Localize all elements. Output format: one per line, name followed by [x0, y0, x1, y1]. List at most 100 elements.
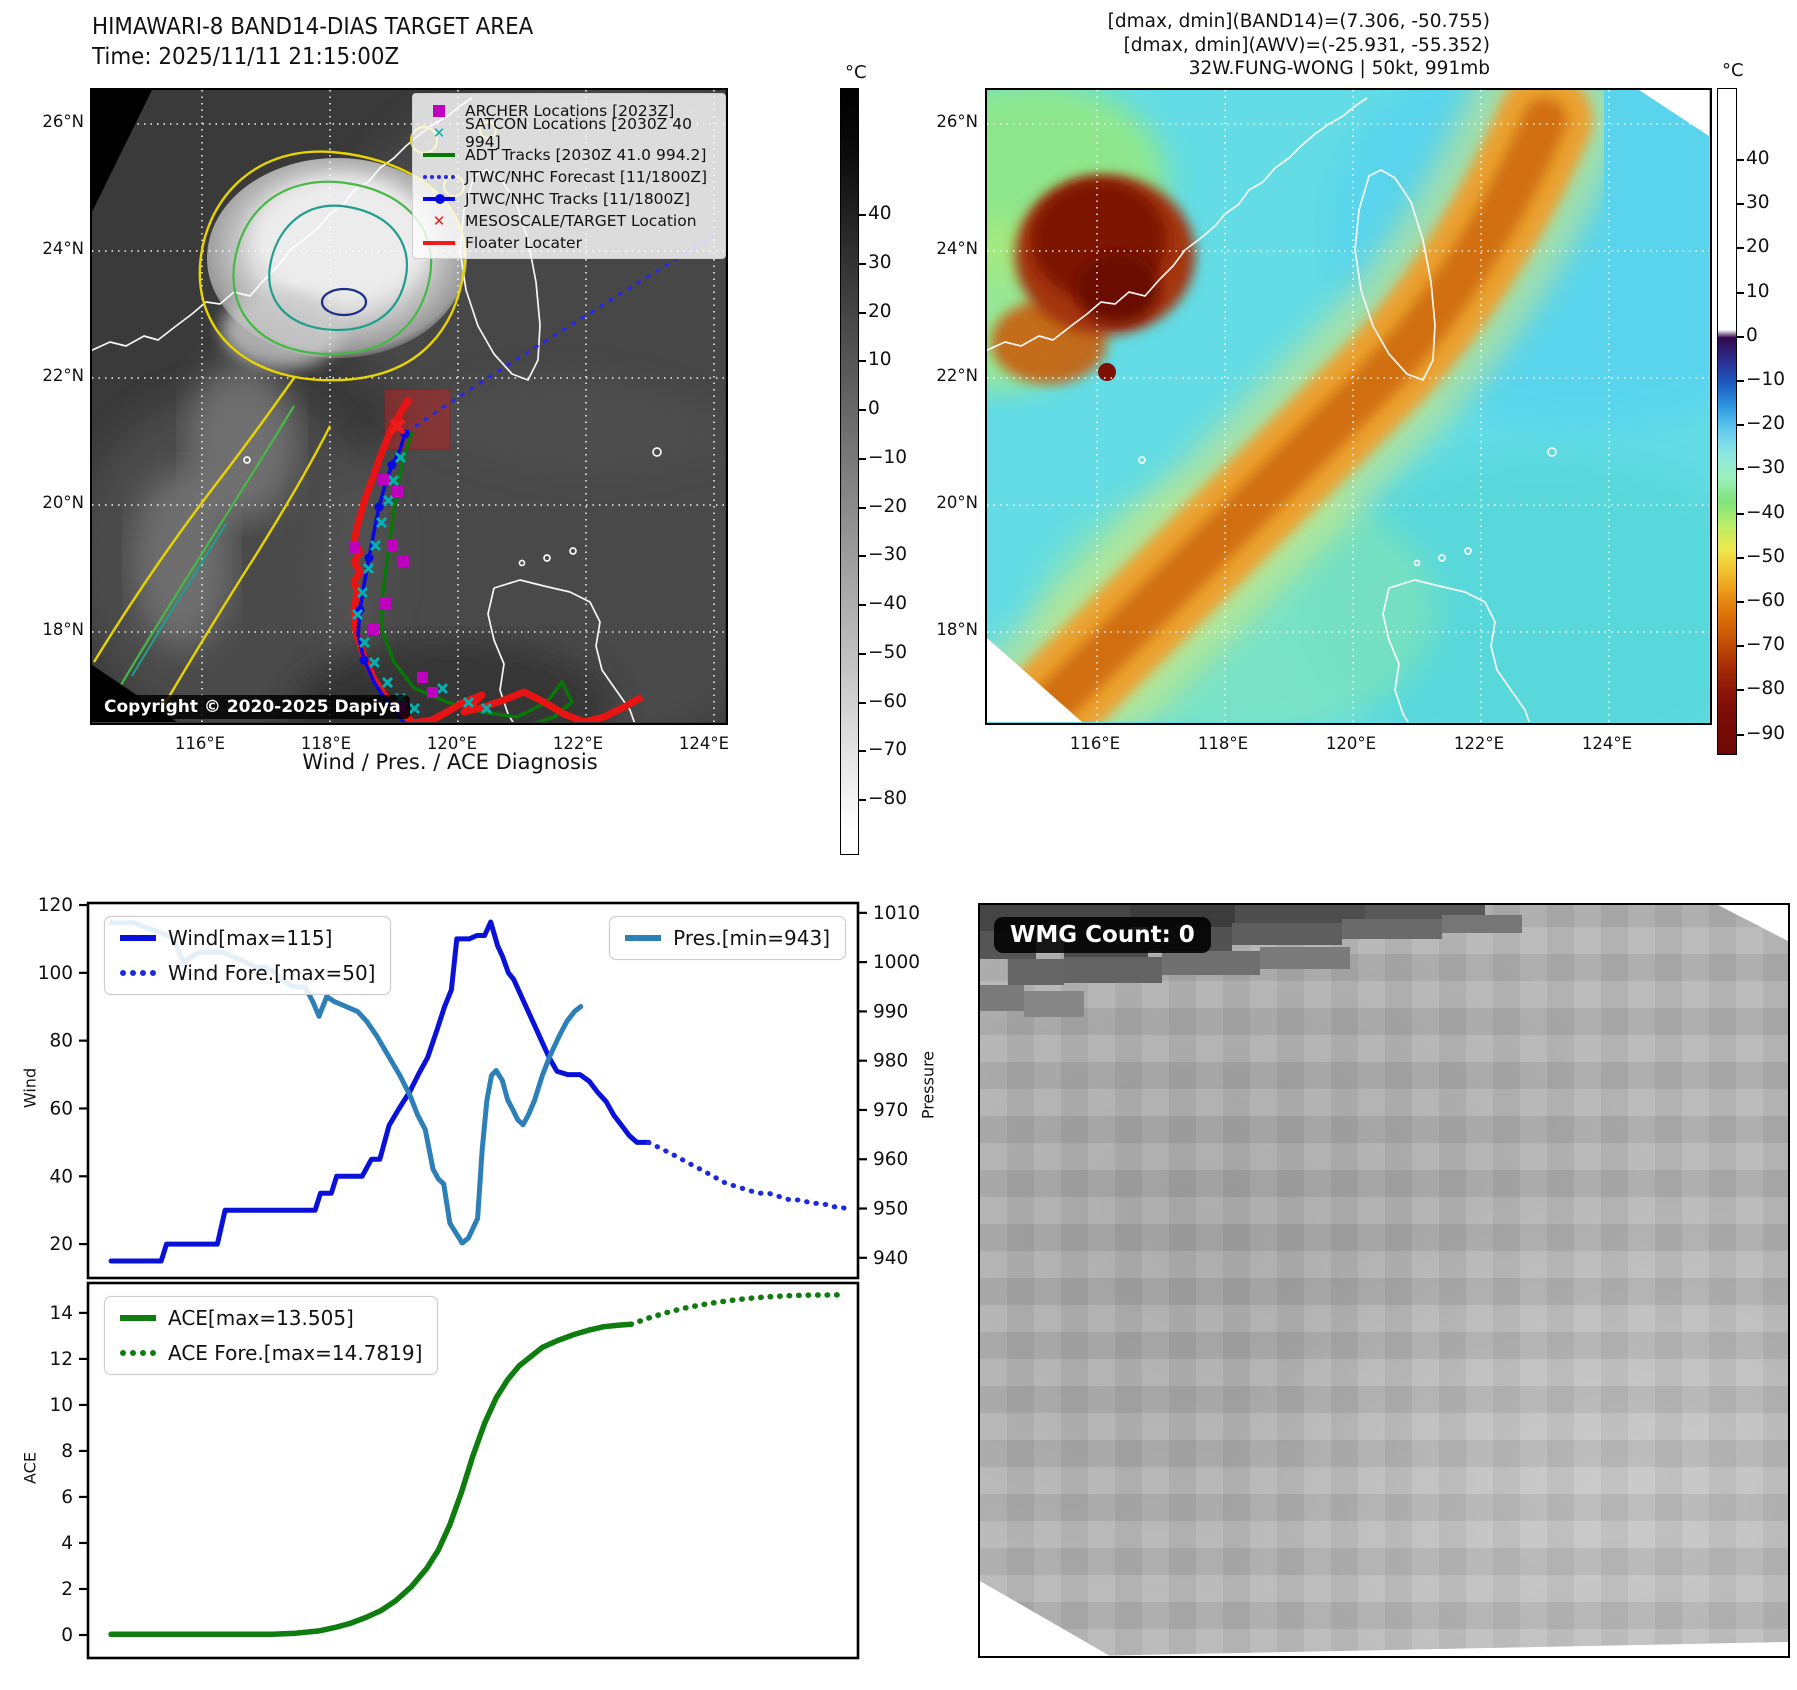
colorbar-tick-label: −90: [1746, 722, 1786, 744]
legend-item: ADT Tracks [2030Z 41.0 994.2]: [421, 145, 717, 164]
colorbar-tick-label: −60: [1746, 590, 1786, 611]
y-tick-label: 12: [49, 1349, 73, 1370]
y2-tick-label: 1010: [873, 903, 920, 924]
colorbar-tick-mark: [859, 311, 866, 314]
y-tick-label: 4: [61, 1533, 73, 1554]
colorbar-tick-label: −80: [1746, 678, 1786, 700]
lat-tick-label: 18°N: [42, 620, 84, 639]
colorbar-tick-mark: [1737, 335, 1744, 338]
lat-tick-label: 20°N: [42, 493, 84, 512]
legend-item: JTWC/NHC Forecast [11/1800Z]: [421, 167, 717, 186]
colorbar-tick-mark: [1737, 601, 1744, 603]
left-colorbar-unit: °C: [845, 62, 867, 83]
ace-chart: 0 2 4 6 8 10 12 14 ACE[max=13.505] ACE Fore.[max=…: [49, 1281, 860, 1660]
legend-item-label: MESOSCALE/TARGET Location: [465, 211, 697, 230]
pressure-axis-label: Pressure: [918, 1050, 938, 1120]
y-tick-label: 100: [38, 963, 73, 984]
lat-tick-label: 24°N: [936, 239, 978, 258]
colorbar-tick-mark: [859, 799, 866, 801]
solid-line-swatch-icon: [120, 935, 156, 941]
colorbar-tick-mark: [859, 360, 866, 363]
dark-pixel-block: [1162, 951, 1260, 975]
y-tick-label: 60: [49, 1098, 73, 1119]
colorbar-tick-label: −70: [1746, 634, 1786, 656]
x-swatch-icon: ✕: [432, 123, 446, 142]
lat-tick-label: 26°N: [42, 112, 84, 131]
no-data-wedge: [1090, 1642, 1788, 1656]
no-data-wedge: [1718, 905, 1788, 941]
colorbar-tick-mark: [859, 409, 866, 411]
colorbar-tick-label: −10: [1746, 369, 1786, 390]
colorbar-tick-mark: [1737, 203, 1744, 206]
lon-tick-label: 118°E: [1197, 734, 1249, 753]
legend-item: JTWC/NHC Tracks [11/1800Z]: [421, 189, 717, 208]
colorbar-tick-label: 20: [1746, 236, 1770, 258]
colorbar-tick-label: −80: [868, 788, 908, 809]
colorbar-tick-mark: [1737, 291, 1744, 294]
y2-tick-label: 940: [873, 1248, 908, 1269]
dark-pixel-block: [1064, 957, 1162, 983]
legend-item-label: ADT Tracks [2030Z 41.0 994.2]: [465, 145, 707, 164]
y-tick-label: 80: [49, 1031, 73, 1052]
left-colorbar: [840, 88, 859, 855]
y-tick-label: 14: [49, 1303, 73, 1324]
colorbar-tick-mark: [1737, 380, 1744, 382]
map-legend: ARCHER Locations [2023Z] ✕ SATCON Location…: [412, 93, 726, 259]
y2-tick-label: 950: [873, 1199, 908, 1220]
solid-line-swatch-icon: [625, 935, 662, 941]
colorbar-tick-mark: [1737, 247, 1744, 250]
chart-legend-label: Pres.[min=943]: [673, 926, 830, 950]
dark-pixel-block: [1442, 915, 1522, 933]
legend-item: ✕ MESOSCALE/TARGET Location: [421, 211, 717, 230]
lon-tick-label: 120°E: [1325, 734, 1377, 753]
colorbar-tick-label: −10: [868, 446, 908, 468]
lat-tick-label: 20°N: [936, 493, 978, 512]
left-panel-title: HIMAWARI-8 BAND14-DIAS TARGET AREA: [92, 14, 534, 40]
series-observed: [108, 1321, 634, 1638]
colorbar-tick-mark: [1737, 424, 1744, 427]
series-observed: [108, 919, 652, 1264]
colorbar-tick-mark: [1737, 689, 1744, 692]
band14-satellite-map: ARCHER Locations [2023Z] ✕ SATCON Location…: [90, 88, 728, 725]
legend-item-label: JTWC/NHC Forecast [11/1800Z]: [465, 167, 708, 186]
ace-axis-label: ACE: [20, 1452, 40, 1484]
lat-tick-label: 18°N: [936, 620, 978, 639]
chart-legend-label: Wind[max=115]: [168, 926, 333, 950]
y-tick-label: 8: [61, 1441, 73, 1462]
lon-tick-label: 116°E: [174, 734, 226, 753]
dark-pixel-block: [1024, 991, 1084, 1017]
colorbar-tick-mark: [859, 604, 866, 606]
lon-tick-label: 120°E: [426, 734, 478, 753]
storm-id-intensity: 32W.FUNG-WONG | 50kt, 991mb: [1188, 58, 1490, 79]
wmg-microwave-panel: WMG Count: 0: [978, 903, 1790, 1658]
y-tick-label: 20: [49, 1234, 73, 1255]
colorbar-tick-label: −60: [868, 690, 908, 712]
colorbar-tick-mark: [859, 262, 866, 265]
right-panel-header: [dmax, dmin](BAND14)=(7.306, -50.755) [d…: [990, 10, 1490, 81]
lon-tick-label: 122°E: [1453, 734, 1505, 753]
colorbar-tick-mark: [859, 214, 866, 216]
dark-pixel-block: [1260, 947, 1350, 969]
dmax-dmin-band14: [dmax, dmin](BAND14)=(7.306, -50.755): [1107, 11, 1490, 32]
awv-map-art: [987, 90, 1709, 722]
legend-item: Floater Locater: [421, 233, 717, 252]
left-panel-time: Time: 2025/11/11 21:15:00Z: [92, 44, 400, 70]
colorbar-tick-mark: [859, 652, 866, 655]
dotted-line-swatch-icon: [120, 970, 156, 976]
colorbar-tick-label: 10: [1746, 280, 1770, 302]
line-swatch-icon: [421, 152, 457, 157]
chart-legend-label: ACE Fore.[max=14.7819]: [168, 1341, 423, 1365]
wind-pressure-chart: 20 40 60 80 100 120 940 950 960 970 980 990 1000 1010…: [38, 895, 920, 1280]
series-forecast: [628, 1292, 846, 1328]
y-tick-label: 2: [61, 1579, 73, 1600]
colorbar-tick-label: 40: [1746, 148, 1770, 169]
chart-legend-item: Wind[max=115]: [120, 926, 375, 950]
y2-tick-label: 1000: [873, 952, 920, 973]
diagnosis-chart-title: Wind / Pres. / ACE Diagnosis: [302, 750, 598, 774]
line-swatch-icon: [421, 240, 457, 245]
dark-pixel-block: [1342, 919, 1442, 939]
lon-tick-label: 122°E: [552, 734, 604, 753]
right-colorbar: [1717, 88, 1737, 755]
copyright-badge: Copyright © 2020-2025 Dapiya: [95, 695, 410, 719]
